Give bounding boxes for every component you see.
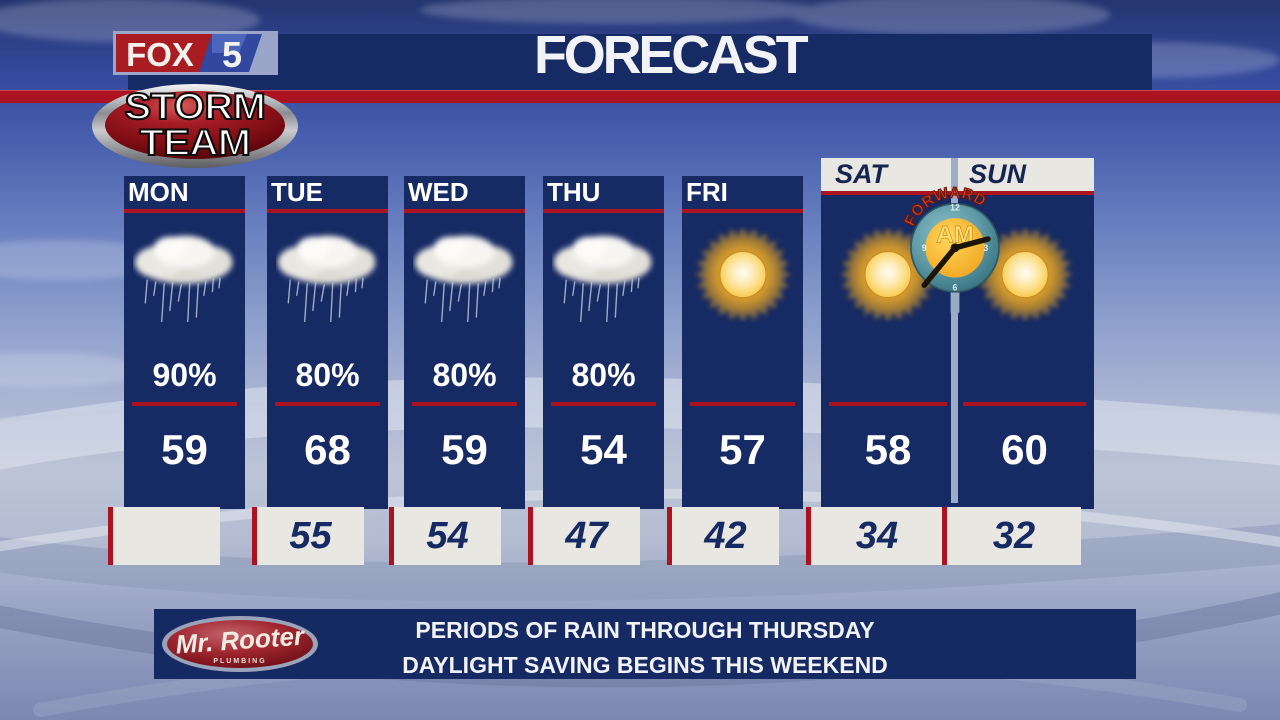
svg-text:FOX: FOX <box>126 36 194 73</box>
svg-text:PLUMBING: PLUMBING <box>213 658 266 665</box>
svg-text:TEAM: TEAM <box>139 122 250 163</box>
svg-text:5: 5 <box>222 34 242 75</box>
